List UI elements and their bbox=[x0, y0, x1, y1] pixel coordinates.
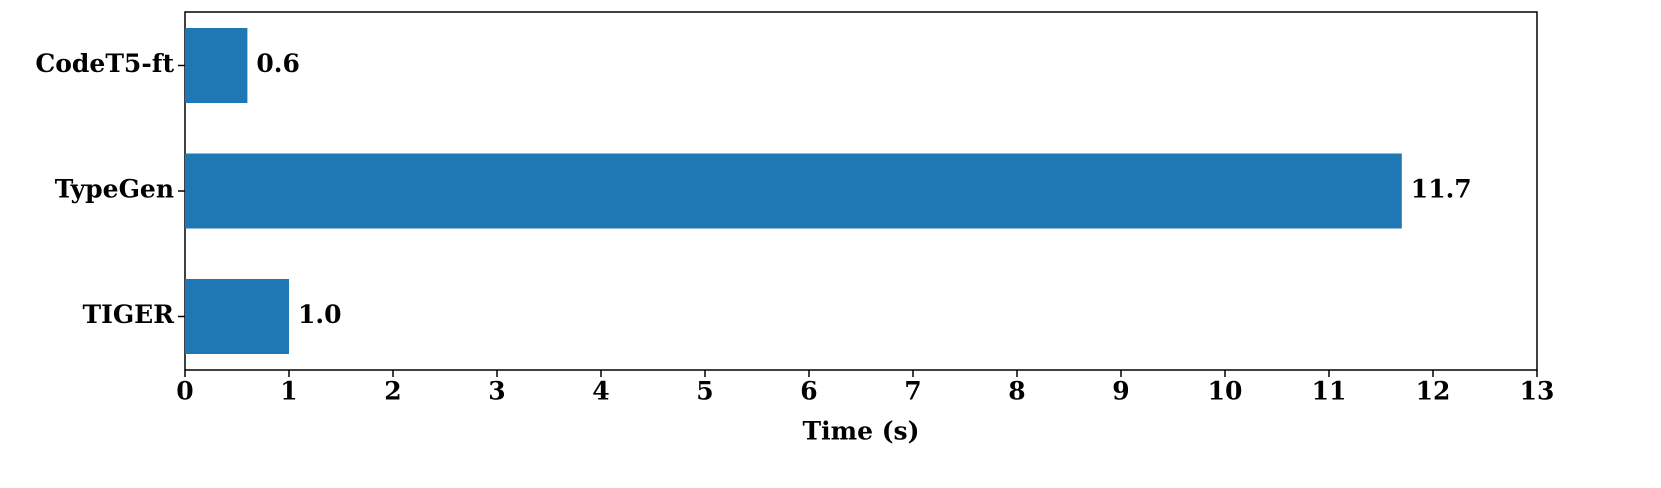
x-tick-label: 3 bbox=[488, 377, 505, 406]
y-tick-label: TIGER bbox=[83, 300, 175, 329]
x-tick-label: 1 bbox=[280, 377, 297, 406]
y-tick-label: CodeT5-ft bbox=[35, 49, 174, 78]
x-tick-label: 6 bbox=[800, 377, 817, 406]
bar bbox=[185, 28, 248, 103]
x-tick-label: 5 bbox=[696, 377, 713, 406]
x-tick-label: 8 bbox=[1008, 377, 1025, 406]
bar bbox=[185, 153, 1402, 229]
x-tick-label: 12 bbox=[1416, 377, 1451, 406]
x-tick-label: 11 bbox=[1312, 377, 1347, 406]
x-axis-label: Time (s) bbox=[803, 417, 920, 446]
x-tick-label: 10 bbox=[1208, 377, 1243, 406]
value-label: 1.0 bbox=[298, 300, 342, 329]
bar bbox=[185, 279, 289, 354]
x-tick-label: 4 bbox=[592, 377, 609, 406]
x-tick-label: 0 bbox=[176, 377, 193, 406]
x-tick-label: 9 bbox=[1112, 377, 1129, 406]
value-label: 11.7 bbox=[1411, 175, 1472, 204]
x-tick-label: 2 bbox=[384, 377, 401, 406]
value-label: 0.6 bbox=[256, 49, 300, 78]
y-tick-label: TypeGen bbox=[55, 175, 174, 204]
x-tick-label: 13 bbox=[1520, 377, 1555, 406]
x-tick-label: 7 bbox=[904, 377, 921, 406]
